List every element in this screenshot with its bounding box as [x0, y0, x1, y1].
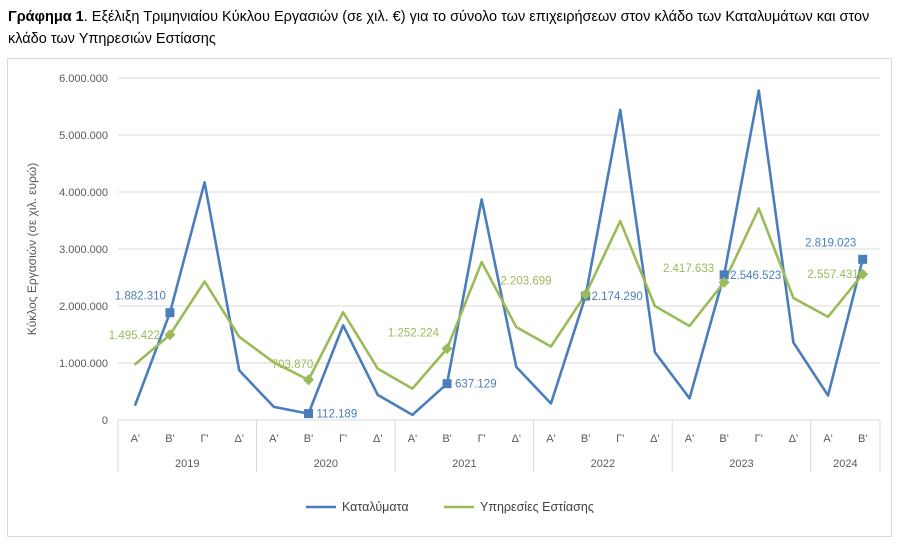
- x-year-label: 2022: [591, 458, 615, 470]
- x-tick-label: Δ': [650, 433, 659, 445]
- x-tick-label: Β': [581, 433, 590, 445]
- data-label: 2.203.699: [500, 275, 551, 287]
- x-tick-label: Β': [442, 433, 451, 445]
- x-tick-label: Β': [719, 433, 728, 445]
- x-tick-label: Γ': [201, 433, 209, 445]
- y-tick-label: 2.000.000: [59, 301, 108, 313]
- data-label: 2.417.633: [663, 263, 714, 275]
- data-label: 2.557.431: [808, 269, 859, 281]
- series-line-accommodation: [134, 89, 864, 417]
- x-year-label: 2019: [175, 458, 199, 470]
- x-tick-label: Γ': [478, 433, 486, 445]
- x-year-label: 2020: [314, 458, 338, 470]
- data-label: 2.819.023: [805, 237, 856, 249]
- food-services-point-marker: [580, 288, 592, 300]
- data-label: 637.129: [455, 379, 497, 391]
- series-line-food-services: [134, 207, 864, 390]
- x-year-label: 2024: [833, 458, 857, 470]
- y-tick-label: 4.000.000: [59, 187, 108, 199]
- x-tick-label: Α': [269, 433, 278, 445]
- x-year-label: 2021: [452, 458, 476, 470]
- food-services-point-marker: [303, 374, 314, 386]
- food-services-point-marker: [857, 268, 869, 280]
- y-tick-label: 5.000.000: [59, 130, 108, 142]
- x-tick-label: Δ': [235, 433, 244, 445]
- x-tick-label: Α': [408, 433, 417, 445]
- x-tick-label: Γ': [616, 433, 624, 445]
- x-tick-label: Δ': [373, 433, 382, 445]
- accommodation-point-marker: [165, 308, 175, 318]
- data-label: 2.174.290: [592, 291, 643, 303]
- food-services-point-marker: [164, 329, 176, 341]
- food-services-point-marker: [718, 276, 730, 288]
- chart-frame: [7, 58, 892, 537]
- legend-food-services-label: Υπηρεσίες Εστίασης: [480, 500, 594, 514]
- x-tick-label: Β': [304, 433, 313, 445]
- accommodation-point-marker: [719, 270, 729, 280]
- data-label: 1.882.310: [115, 291, 166, 303]
- data-label: 703.870: [272, 359, 314, 371]
- accommodation-point-marker: [442, 379, 452, 389]
- caption-text: . Εξέλιξη Τριμηνιαίου Κύκλου Εργασιών (σ…: [8, 9, 870, 47]
- accommodation-point-marker: [858, 254, 868, 264]
- x-tick-label: Β': [165, 433, 174, 445]
- x-tick-label: Δ': [512, 433, 521, 445]
- y-tick-label: 6.000.000: [59, 73, 108, 85]
- x-tick-label: Δ': [789, 433, 798, 445]
- food-services-point-marker: [441, 343, 453, 355]
- chart-caption: Γράφημα 1. Εξέλιξη Τριμηνιαίου Κύκλου Ερ…: [8, 6, 893, 50]
- x-tick-label: Β': [858, 433, 867, 445]
- x-tick-label: Γ': [755, 433, 763, 445]
- accommodation-point-marker: [304, 409, 313, 419]
- x-year-label: 2023: [729, 458, 753, 470]
- x-tick-label: Α': [546, 433, 555, 445]
- caption-prefix: Γράφημα 1: [8, 9, 84, 25]
- x-tick-label: Γ': [339, 433, 347, 445]
- x-tick-label: Α': [131, 433, 140, 445]
- x-tick-label: Α': [685, 433, 694, 445]
- y-axis-title: Κύκλος Εργασιών (σε χιλ. ευρώ): [25, 163, 39, 336]
- y-tick-label: 0: [102, 415, 108, 427]
- data-label: 1.252.224: [388, 328, 440, 340]
- data-label: 2.546.523: [730, 270, 781, 282]
- y-tick-label: 1.000.000: [59, 358, 108, 370]
- y-tick-label: 3.000.000: [59, 244, 108, 256]
- data-label: 1.495.422: [109, 330, 160, 342]
- x-tick-label: Α': [823, 433, 832, 445]
- data-label: 112.189: [317, 409, 358, 421]
- legend-accommodation-label: Καταλύματα: [342, 500, 409, 514]
